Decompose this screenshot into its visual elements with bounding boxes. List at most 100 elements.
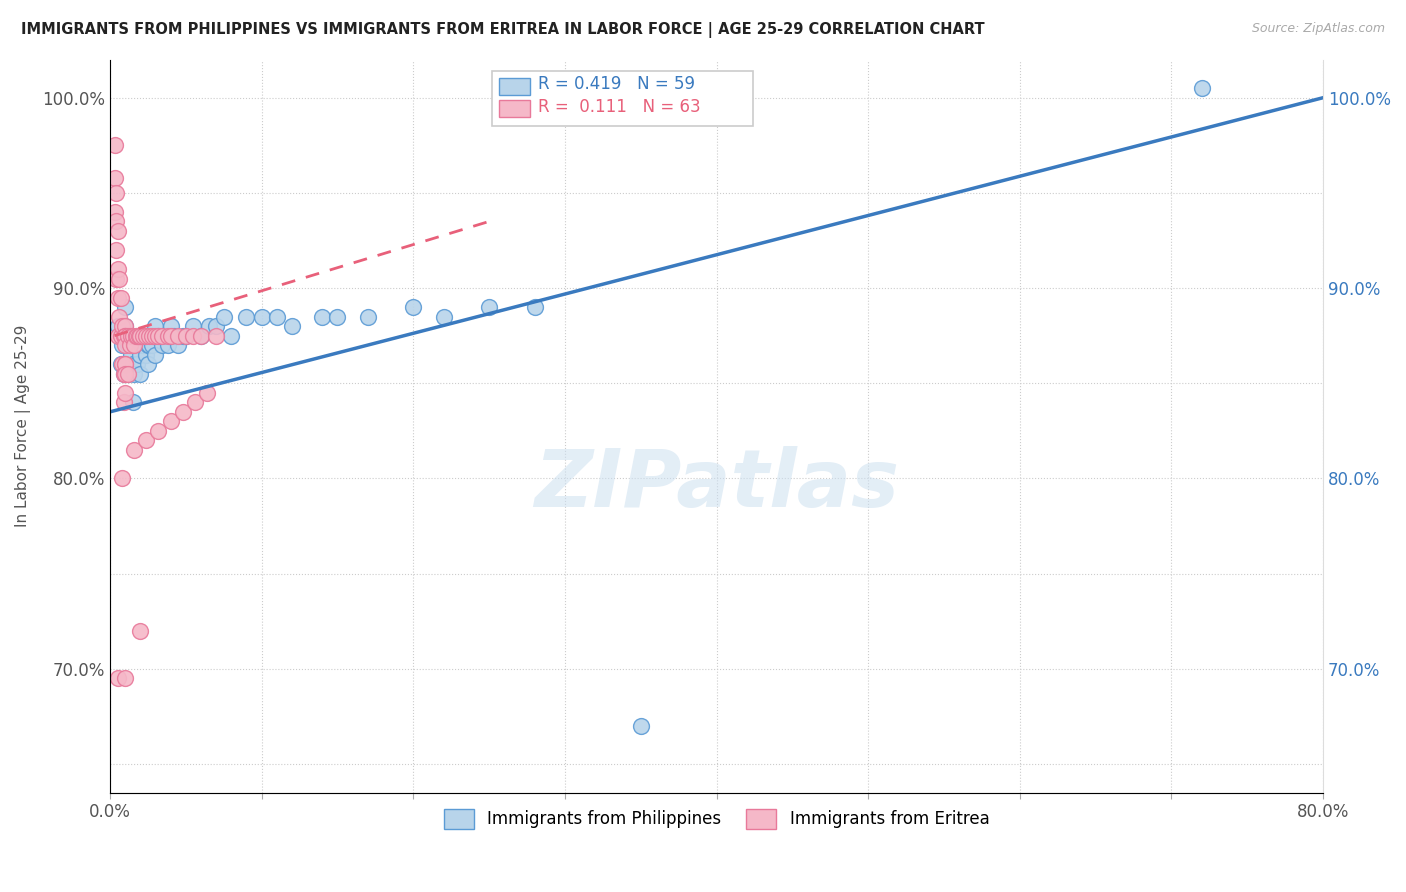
Point — [120, 348, 142, 362]
Point — [138, 338, 160, 352]
Point — [478, 300, 501, 314]
Text: R =  0.111   N = 63: R = 0.111 N = 63 — [538, 98, 700, 116]
Point — [114, 319, 136, 334]
Point — [128, 328, 150, 343]
Point — [107, 328, 129, 343]
Point — [148, 328, 170, 343]
Point — [108, 271, 131, 285]
Point — [1191, 81, 1213, 95]
Point — [105, 186, 128, 200]
Point — [117, 367, 139, 381]
Point — [195, 385, 218, 400]
Point — [111, 338, 134, 352]
Point — [111, 357, 134, 371]
Point — [103, 138, 125, 153]
Point — [183, 328, 205, 343]
Point — [183, 319, 205, 334]
Point — [121, 395, 143, 409]
Point — [128, 328, 150, 343]
Point — [159, 319, 181, 334]
Text: R = 0.419   N = 59: R = 0.419 N = 59 — [538, 75, 695, 93]
Point — [112, 367, 135, 381]
Point — [153, 328, 176, 343]
Point — [135, 434, 157, 448]
Point — [156, 338, 179, 352]
Point — [111, 471, 134, 485]
Point — [107, 319, 129, 334]
Point — [326, 310, 349, 324]
Point — [103, 170, 125, 185]
Point — [159, 414, 181, 428]
Point — [433, 310, 456, 324]
Point — [127, 328, 149, 343]
Point — [110, 291, 132, 305]
Point — [141, 338, 163, 352]
Point — [145, 319, 167, 334]
Point — [107, 291, 129, 305]
Point — [134, 328, 156, 343]
Point — [114, 338, 136, 352]
Point — [110, 328, 132, 343]
Legend: Immigrants from Philippines, Immigrants from Eritrea: Immigrants from Philippines, Immigrants … — [437, 802, 995, 836]
FancyBboxPatch shape — [492, 70, 754, 126]
Point — [108, 310, 131, 324]
Point — [266, 310, 288, 324]
Point — [172, 405, 194, 419]
Point — [523, 300, 546, 314]
Point — [117, 367, 139, 381]
Point — [281, 319, 304, 334]
Point — [114, 328, 136, 343]
Point — [138, 328, 160, 343]
Point — [105, 214, 128, 228]
Point — [174, 328, 197, 343]
Point — [103, 205, 125, 219]
Text: ZIPatlas: ZIPatlas — [534, 446, 898, 524]
Point — [112, 328, 135, 343]
FancyBboxPatch shape — [499, 78, 530, 95]
Point — [129, 328, 152, 343]
Point — [114, 357, 136, 371]
Point — [114, 328, 136, 343]
Point — [205, 328, 228, 343]
Point — [235, 310, 257, 324]
Point — [159, 328, 181, 343]
Point — [114, 672, 136, 686]
Point — [172, 328, 194, 343]
Point — [132, 338, 155, 352]
Point — [122, 338, 145, 352]
Point — [121, 328, 143, 343]
Point — [127, 357, 149, 371]
Point — [131, 338, 153, 352]
Point — [150, 338, 173, 352]
Point — [114, 357, 136, 371]
Point — [117, 338, 139, 352]
Point — [184, 395, 207, 409]
Point — [114, 328, 136, 343]
Y-axis label: In Labor Force | Age 25-29: In Labor Force | Age 25-29 — [15, 325, 31, 527]
Point — [105, 271, 128, 285]
Point — [135, 328, 157, 343]
Text: IMMIGRANTS FROM PHILIPPINES VS IMMIGRANTS FROM ERITREA IN LABOR FORCE | AGE 25-2: IMMIGRANTS FROM PHILIPPINES VS IMMIGRANT… — [21, 22, 984, 38]
Point — [125, 328, 148, 343]
Point — [114, 300, 136, 314]
Point — [120, 328, 142, 343]
Point — [163, 328, 186, 343]
Point — [129, 624, 152, 638]
Point — [357, 310, 380, 324]
Point — [117, 328, 139, 343]
Point — [114, 385, 136, 400]
Point — [148, 328, 170, 343]
Point — [112, 367, 135, 381]
Point — [111, 319, 134, 334]
Point — [205, 319, 228, 334]
Point — [250, 310, 273, 324]
Point — [212, 310, 235, 324]
Point — [221, 328, 243, 343]
Point — [141, 328, 163, 343]
Point — [139, 328, 162, 343]
Point — [190, 328, 212, 343]
Point — [107, 224, 129, 238]
Point — [311, 310, 333, 324]
Point — [110, 357, 132, 371]
Point — [112, 395, 135, 409]
